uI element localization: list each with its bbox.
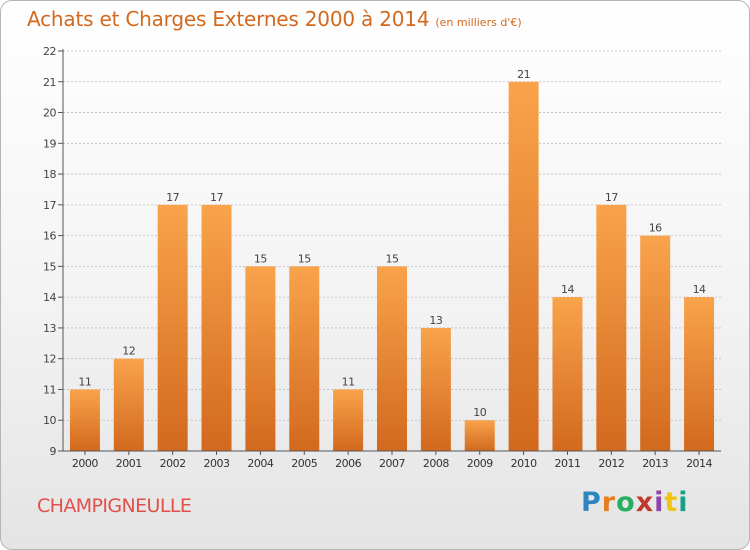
logo-letter: i [654,487,665,518]
proxiti-logo[interactable]: Proxiti [581,487,689,518]
logo-letter: t [664,487,679,518]
data-label: 16 [649,222,662,235]
data-label: 14 [693,283,706,296]
y-tick-label: 18 [43,168,56,181]
bar [420,327,451,451]
y-tick-label: 22 [43,45,56,58]
bar [377,266,407,451]
bar [508,81,539,452]
x-tick-label: 2002 [160,457,186,470]
logo-letter: P [581,487,602,518]
data-label: 15 [386,252,399,265]
x-tick-label: 2012 [598,457,624,470]
bar [333,389,364,451]
x-tick-label: 2011 [554,457,580,470]
chart-title: Achats et Charges Externes 2000 à 2014 (e… [27,7,522,31]
data-label: 15 [298,252,311,265]
bar [289,266,320,451]
data-label: 13 [429,314,442,327]
y-tick-label: 14 [43,291,56,304]
y-tick-label: 19 [43,137,56,150]
bar [201,204,232,451]
data-label: 12 [122,345,135,358]
x-tick-label: 2003 [204,457,230,470]
data-label: 21 [517,68,530,81]
y-tick-label: 15 [43,260,56,273]
x-tick-label: 2006 [335,457,361,470]
data-label: 17 [605,191,618,204]
bar [245,266,276,451]
x-tick-label: 2009 [467,457,493,470]
x-tick-label: 2007 [379,457,405,470]
bar [596,204,627,451]
chart-title-main: Achats et Charges Externes 2000 à 2014 [27,7,430,31]
data-label: 11 [342,375,355,388]
y-tick-label: 10 [43,414,56,427]
data-label: 15 [254,252,267,265]
x-tick-label: 2013 [642,457,668,470]
x-tick-label: 2001 [116,457,142,470]
bar [552,297,583,451]
axis-layer: 9 10 11 12 13 14 15 16 17 18 19 20 21 22 2000 2001 2002 2… [43,45,721,470]
logo-letter: i [678,487,689,518]
bar-layer [69,81,715,452]
bar [640,235,671,451]
bar [69,389,100,451]
y-tick-label: 16 [43,230,56,243]
x-tick-label: 2004 [247,457,273,470]
label-layer: 11 12 17 17 15 15 11 15 13 10 21 14 17 16 14 [78,68,706,419]
y-tick-label: 12 [43,353,56,366]
x-tick-label: 2005 [291,457,317,470]
chart-title-unit: (en milliers d'€) [435,16,522,29]
data-label: 11 [78,375,91,388]
x-tick-label: 2010 [511,457,537,470]
bar [157,204,188,451]
y-tick-label: 17 [43,199,56,212]
data-label: 17 [210,191,223,204]
commune-name: CHAMPIGNEULLE [37,495,192,517]
bar [113,358,144,451]
y-tick-label: 11 [43,383,56,396]
bar [684,297,715,451]
y-tick-label: 20 [43,107,56,120]
logo-letter: o [616,487,636,518]
data-label: 14 [561,283,574,296]
data-label: 10 [473,406,486,419]
y-tick-label: 21 [43,76,56,89]
logo-letter: r [601,487,617,518]
data-label: 17 [166,191,179,204]
y-tick-label: 13 [43,322,56,335]
y-tick-label: 9 [50,445,57,458]
x-tick-label: 2000 [72,457,98,470]
x-tick-label: 2014 [686,457,712,470]
x-tick-label: 2008 [423,457,449,470]
bar [464,420,495,451]
logo-letter: x [635,487,655,518]
